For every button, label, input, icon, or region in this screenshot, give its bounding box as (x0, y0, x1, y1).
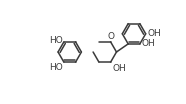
Text: OH: OH (142, 39, 156, 48)
Text: HO: HO (49, 63, 63, 72)
Text: OH: OH (113, 64, 126, 73)
Text: HO: HO (49, 36, 63, 45)
Text: O: O (107, 32, 114, 41)
Text: OH: OH (148, 29, 161, 38)
